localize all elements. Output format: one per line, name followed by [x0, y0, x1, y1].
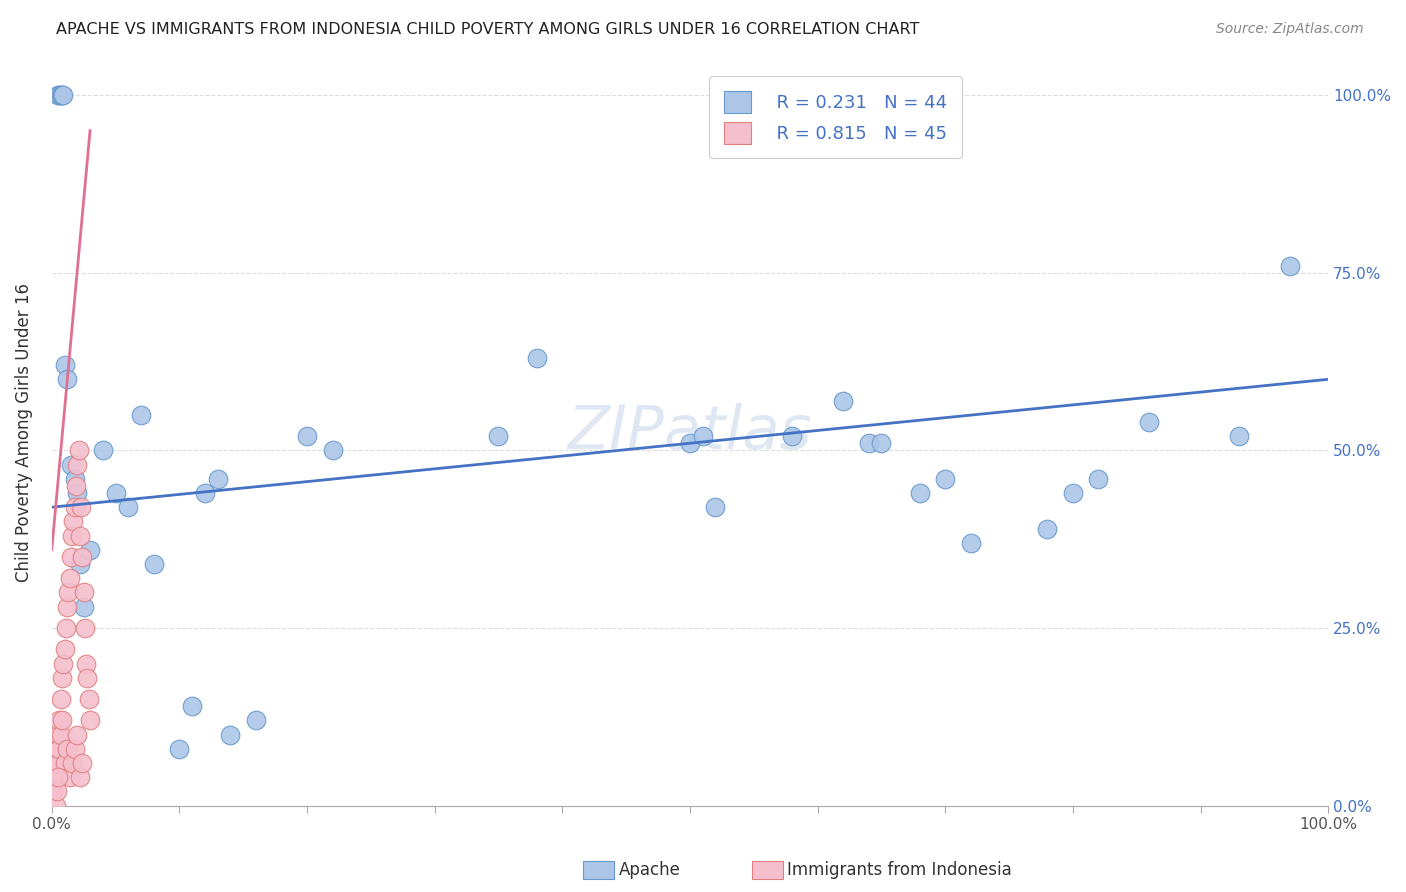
Point: [46, 756, 69, 770]
Point: [45, 756, 67, 770]
Point: [62, 515, 84, 529]
Point: [77, 692, 100, 706]
Point: [75, 657, 97, 671]
Point: [60, 528, 83, 542]
Point: [76, 671, 98, 685]
Point: [322, 443, 344, 458]
Point: [488, 429, 510, 443]
Text: APACHE VS IMMIGRANTS FROM INDONESIA CHILD POVERTY AMONG GIRLS UNDER 16 CORRELATI: APACHE VS IMMIGRANTS FROM INDONESIA CHIL…: [56, 22, 920, 37]
Point: [56, 599, 79, 614]
Point: [69, 557, 91, 571]
Legend:   R = 0.231   N = 44,   R = 0.815   N = 45: R = 0.231 N = 44, R = 0.815 N = 45: [709, 76, 962, 158]
Point: [780, 429, 803, 443]
Point: [66, 727, 89, 741]
Point: [48, 714, 70, 728]
Point: [1139, 415, 1161, 429]
Point: [129, 408, 152, 422]
Point: [49, 692, 72, 706]
Point: [51, 714, 73, 728]
Point: [53, 756, 76, 770]
Point: [832, 393, 855, 408]
Point: [46, 727, 69, 741]
Point: [56, 741, 79, 756]
Point: [117, 500, 139, 515]
Text: Immigrants from Indonesia: Immigrants from Indonesia: [787, 861, 1012, 879]
Point: [1036, 522, 1059, 536]
Point: [181, 699, 204, 714]
Point: [73, 585, 96, 599]
Point: [69, 528, 91, 542]
Point: [63, 741, 86, 756]
Point: [56, 372, 79, 386]
Point: [1062, 486, 1084, 500]
Text: Source: ZipAtlas.com: Source: ZipAtlas.com: [1216, 22, 1364, 37]
Point: [67, 443, 90, 458]
Point: [142, 557, 165, 571]
Point: [51, 88, 73, 103]
Point: [169, 741, 191, 756]
Point: [42, 784, 65, 798]
Point: [194, 486, 217, 500]
Point: [58, 585, 80, 599]
Point: [49, 88, 72, 103]
Point: [59, 458, 82, 472]
Point: [959, 535, 981, 549]
Point: [704, 500, 727, 515]
Point: [48, 741, 70, 756]
Point: [908, 486, 931, 500]
Point: [72, 549, 94, 564]
Point: [66, 486, 89, 500]
Point: [53, 358, 76, 372]
Point: [52, 657, 75, 671]
Point: [526, 351, 548, 365]
Point: [52, 88, 75, 103]
Point: [73, 599, 96, 614]
Point: [59, 571, 82, 585]
Text: ZIPatlas: ZIPatlas: [568, 403, 813, 462]
Point: [59, 549, 82, 564]
Point: [65, 479, 87, 493]
Point: [219, 727, 242, 741]
Point: [48, 88, 70, 103]
Y-axis label: Child Poverty Among Girls Under 16: Child Poverty Among Girls Under 16: [15, 283, 32, 582]
Point: [53, 642, 76, 657]
Text: Apache: Apache: [619, 861, 681, 879]
Point: [45, 784, 67, 798]
Point: [73, 621, 96, 635]
Point: [46, 770, 69, 784]
Point: [679, 436, 702, 450]
Point: [45, 798, 67, 813]
Point: [295, 429, 318, 443]
Point: [51, 671, 73, 685]
Point: [692, 429, 714, 443]
Point: [934, 472, 956, 486]
Point: [1087, 472, 1109, 486]
Point: [1278, 259, 1301, 273]
Point: [70, 500, 93, 515]
Point: [72, 756, 94, 770]
Point: [66, 458, 89, 472]
Point: [91, 443, 114, 458]
Point: [60, 756, 83, 770]
Point: [245, 714, 267, 728]
Point: [104, 486, 127, 500]
Point: [858, 436, 880, 450]
Point: [69, 770, 91, 784]
Point: [870, 436, 893, 450]
Point: [1227, 429, 1250, 443]
Point: [207, 472, 229, 486]
Point: [63, 472, 86, 486]
Point: [46, 88, 69, 103]
Point: [55, 621, 77, 635]
Point: [45, 741, 67, 756]
Point: [49, 727, 72, 741]
Point: [79, 714, 101, 728]
Point: [63, 500, 86, 515]
Point: [59, 770, 82, 784]
Point: [44, 770, 66, 784]
Point: [79, 542, 101, 557]
